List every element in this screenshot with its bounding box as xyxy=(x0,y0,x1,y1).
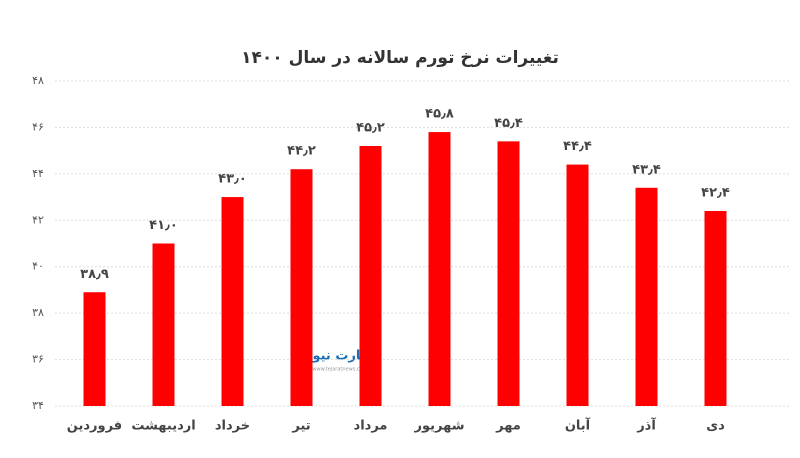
value-label: ۴۵٫۴ xyxy=(494,116,523,131)
y-tick-label: ۳۶ xyxy=(32,353,44,366)
value-label: ۴۴٫۴ xyxy=(563,139,592,154)
x-tick-label: اردیبهشت xyxy=(131,419,195,434)
x-tick-label: فروردین xyxy=(67,419,122,434)
y-tick-label: ۴۴ xyxy=(32,167,44,180)
x-tick-label: دی xyxy=(706,419,725,434)
bar xyxy=(704,211,727,406)
value-label: ۳۸٫۹ xyxy=(80,267,109,282)
bar xyxy=(497,141,520,406)
value-label: ۴۴٫۲ xyxy=(287,144,316,159)
x-tick-label: آبان xyxy=(565,417,591,434)
bar xyxy=(428,132,451,407)
value-label: ۴۲٫۴ xyxy=(701,186,730,201)
value-label: ۴۵٫۸ xyxy=(425,107,454,122)
x-tick-label: مرداد xyxy=(354,419,388,434)
value-label: ۴۳٫۰ xyxy=(218,172,247,187)
bar xyxy=(359,146,382,406)
value-label: ۴۵٫۲ xyxy=(356,121,385,136)
bar xyxy=(152,243,175,406)
bar xyxy=(566,164,589,406)
y-tick-label: ۴۰ xyxy=(32,260,44,273)
chart-title: تغییرات نرخ تورم سالانه در سال ۱۴۰۰ xyxy=(241,48,559,68)
watermark-url: www.tejaratnews.com xyxy=(312,367,367,373)
y-tick-label: ۴۲ xyxy=(32,213,44,226)
value-label: ۴۱٫۰ xyxy=(149,218,178,233)
y-tick-label: ۳۸ xyxy=(32,306,44,319)
watermark-name: تجارت نیوز xyxy=(304,349,375,364)
x-tick-label: آذر xyxy=(636,417,656,434)
bar xyxy=(221,197,244,406)
y-tick-label: ۴۶ xyxy=(32,120,44,133)
bar xyxy=(635,187,658,406)
value-label: ۴۳٫۴ xyxy=(632,162,661,177)
x-tick-label: مهر xyxy=(495,419,521,434)
bar xyxy=(290,169,313,406)
y-tick-label: ۳۴ xyxy=(32,399,44,412)
x-tick-label: تیر xyxy=(291,419,310,434)
x-tick-label: شهریور xyxy=(414,419,465,434)
y-tick-label: ۴۸ xyxy=(32,74,44,87)
bar xyxy=(83,292,106,406)
x-tick-label: خرداد xyxy=(215,419,250,434)
